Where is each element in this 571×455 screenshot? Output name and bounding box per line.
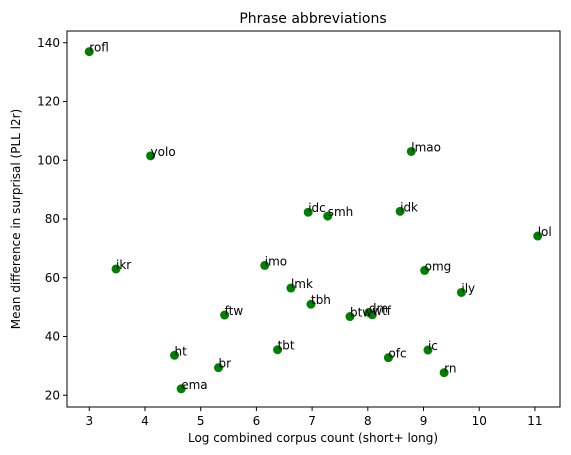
x-tick-label: 8 [364, 414, 372, 428]
data-point-rn [439, 368, 449, 378]
data-point-ftw [220, 310, 230, 320]
y-tick-label: 100 [37, 153, 60, 167]
y-tick-label: 80 [45, 212, 60, 226]
data-point-omg [420, 265, 430, 275]
point-label-ftw: ftw [225, 304, 244, 318]
plot-area [67, 31, 560, 407]
data-point-ofc [383, 353, 393, 363]
data-point-smh [323, 211, 333, 221]
data-point-ema [176, 384, 186, 394]
x-tick-label: 5 [197, 414, 205, 428]
x-axis-label: Log combined corpus count (short+ long) [188, 431, 438, 445]
point-label-ily: ily [461, 281, 475, 295]
point-label-ht: ht [175, 344, 188, 358]
point-label-imo: imo [265, 254, 287, 268]
point-label-ic: ic [428, 339, 438, 353]
data-point-ic [423, 345, 433, 355]
point-label-btw: btw [350, 306, 372, 320]
plot-frame [66, 30, 561, 408]
data-point-lmao [406, 146, 416, 156]
data-point-btw [345, 312, 355, 322]
chart-title: Phrase abbreviations [239, 11, 386, 27]
point-label-idc: idc [308, 201, 326, 215]
data-point-idk [395, 206, 405, 216]
data-point-imo [260, 260, 270, 270]
data-point-ikr [111, 264, 121, 274]
data-point-yolo [146, 151, 156, 161]
point-label-smh: smh [328, 205, 354, 219]
y-tick-label: 60 [45, 271, 60, 285]
x-tick-label: 10 [472, 414, 487, 428]
point-label-lmao: lmao [411, 140, 441, 154]
y-axis-label: Mean difference in surprisal (PLL l2r) [9, 109, 23, 329]
data-point-lmk [286, 283, 296, 293]
x-tick-label: 7 [308, 414, 316, 428]
y-tick-label: 20 [45, 388, 60, 402]
x-tick-label: 11 [527, 414, 542, 428]
data-point-lol [533, 231, 543, 241]
point-label-ikr: ikr [116, 258, 131, 272]
x-tick-label: 3 [85, 414, 93, 428]
point-label-ema: ema [181, 378, 207, 392]
point-label-wtf: wtf [372, 304, 392, 318]
x-tick-label: 4 [141, 414, 149, 428]
point-label-tbh: tbh [311, 293, 331, 307]
point-label-lol: lol [538, 225, 552, 239]
data-point-tbt [273, 345, 283, 355]
y-tick-label: 140 [37, 36, 60, 50]
point-label-rn: rn [444, 362, 456, 376]
y-tick-label: 40 [45, 330, 60, 344]
axis-ticks: 3 4 5 6 7 8 9 10 11 20 40 60 80 100 120 140 [37, 36, 542, 428]
data-point-tbh [306, 299, 316, 309]
data-point-wtf [367, 310, 377, 320]
x-tick-label: 6 [253, 414, 261, 428]
data-point-ily [456, 287, 466, 297]
point-label-lmk: lmk [291, 277, 313, 291]
point-label-tbt: tbt [278, 339, 295, 353]
point-label-rofl: rofl [89, 41, 109, 55]
data-point-br [214, 363, 224, 373]
point-label-ofc: ofc [388, 347, 406, 361]
point-label-dm: dm [369, 301, 388, 315]
data-point-ht [170, 350, 180, 360]
point-label-yolo: yolo [151, 145, 176, 159]
point-label-omg: omg [425, 259, 452, 273]
point-label-br: br [219, 357, 232, 371]
x-tick-label: 9 [420, 414, 428, 428]
y-tick-label: 120 [37, 95, 60, 109]
point-label-idk: idk [400, 200, 418, 214]
data-point-idc [303, 207, 313, 217]
data-point-rofl [84, 47, 94, 57]
